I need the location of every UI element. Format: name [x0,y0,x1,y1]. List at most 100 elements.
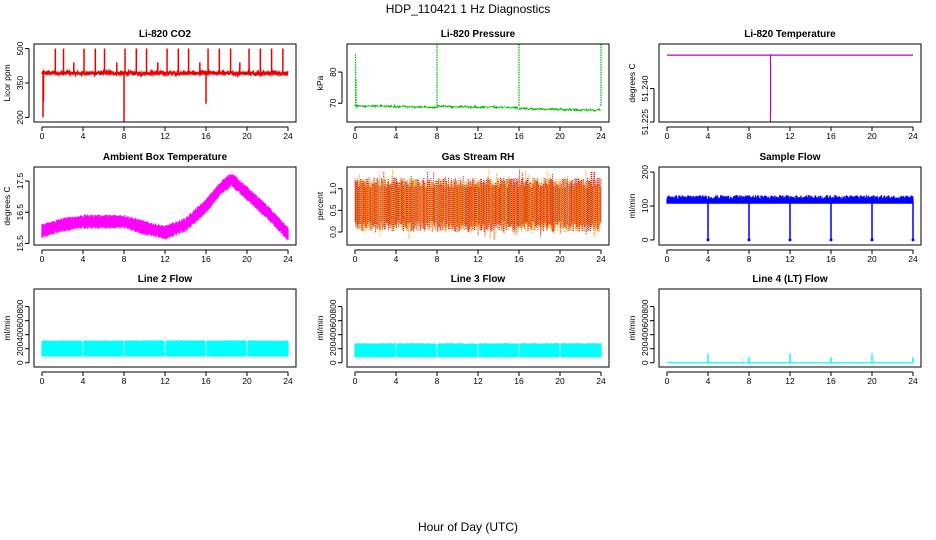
y-tick-label-co2: 350 [15,76,25,90]
x-tick-label-sample: 16 [826,254,836,264]
plot-box-ambient [33,166,297,246]
x-tick-label-sample: 8 [747,254,752,264]
y-tick-label-line3: 600 [328,313,338,327]
x-tick-label-temp: 24 [908,131,918,141]
ylabel-rh: percent [315,191,325,220]
ylabel-line2: ml/min [2,315,12,340]
x-tick-label-temp: 4 [706,131,711,141]
series-rh [354,169,602,241]
ylabel-ambient: degrees C [2,186,12,225]
y-tick-label-line3: 200 [328,341,338,355]
line-co2 [41,68,289,78]
x-tick-label-rh: 0 [353,254,358,264]
x-tick-label-co2: 4 [81,131,86,141]
panel-title-sample: Sample Flow [759,152,820,163]
panel-title-rh: Gas Stream RH [442,152,515,163]
x-tick-label-line3: 12 [473,376,483,386]
plot-box-line4 [658,288,922,368]
x-tick-label-temp: 16 [826,131,836,141]
dip-point-sample-flow-1 [747,238,751,242]
panel-line4: Line 4 (LT) Flow ml/min 0 4 8 12 16 20 24 0 200400… [627,274,922,386]
dip-point-sample-flow-3 [829,238,833,242]
x-tick-label-sample: 4 [706,254,711,264]
y-tick-label-co2: 500 [15,41,25,55]
series-line3 [354,343,602,358]
x-tick-label-co2: 20 [242,131,252,141]
x-tick-label-line2: 16 [201,376,211,386]
x-tick-label-sample: 20 [867,254,877,264]
ylabel-line4: ml/min [627,315,637,340]
x-tick-label-sample: 0 [665,254,670,264]
x-tick-label-co2: 0 [40,131,45,141]
y-tick-label-line3: 800 [328,299,338,313]
dip-point-sample-flow-5 [911,238,915,242]
y-tick-label-ambient: 17.5 [15,172,25,189]
y-tick-label-line2: 400 [15,327,25,341]
x-tick-label-line4: 24 [908,376,918,386]
figure-xlabel: Hour of Day (UTC) [418,520,518,534]
plot-box-rh [346,166,610,246]
panel-title-line4: Line 4 (LT) Flow [752,274,828,285]
x-tick-label-sample: 24 [908,254,918,264]
y-tick-label-rh: 0.0 [328,226,338,238]
figure-title: HDP_110421 1 Hz Diagnostics [386,2,551,16]
series-co2 [41,48,289,122]
x-tick-label-rh: 24 [596,254,606,264]
y-tick-label-line4: 400 [640,327,650,341]
plot-box-co2 [33,43,297,123]
x-tick-label-pressure: 16 [514,131,524,141]
x-tick-label-ambient: 16 [201,254,211,264]
series-pressure [354,44,602,113]
series-sample [666,195,915,242]
x-tick-label-temp: 0 [665,131,670,141]
y-tick-label-line4: 600 [640,313,650,327]
x-tick-label-line3: 20 [555,376,565,386]
x-tick-label-temp: 12 [785,131,795,141]
x-tick-label-line3: 8 [435,376,440,386]
panel-pressure: Li-820 Pressure kPa 0 4 8 12 16 20 24 70 80 [315,29,610,141]
panel-title-ambient: Ambient Box Temperature [103,152,228,163]
panel-rh: Gas Stream RH percent 0 4 8 12 16 20 24 0.0 0.5 1.0 [315,152,610,264]
x-tick-label-line4: 0 [665,376,670,386]
x-tick-label-pressure: 0 [353,131,358,141]
x-tick-label-rh: 4 [394,254,399,264]
y-tick-label-ambient: 16.5 [15,204,25,221]
y-tick-label-temp: 51.225 [640,109,650,135]
plot-box-temp [658,43,922,123]
dip-point-sample-flow-2 [788,238,792,242]
x-tick-label-pressure: 4 [394,131,399,141]
panel-temp: Li-820 Temperature degrees C 0 4 8 12 16 20 24 51… [627,29,922,141]
ylabel-temp: degrees C [627,63,637,102]
x-tick-label-pressure: 12 [473,131,483,141]
dip-point-sample-flow-0 [706,238,710,242]
y-tick-label-line4: 200 [640,341,650,355]
x-tick-label-line3: 24 [596,376,606,386]
x-tick-label-ambient: 24 [283,254,293,264]
x-tick-label-line2: 24 [283,376,293,386]
x-tick-label-pressure: 24 [596,131,606,141]
plot-box-line2 [33,288,297,368]
line-pressure [354,103,602,113]
x-tick-label-ambient: 0 [40,254,45,264]
y-tick-label-sample: 200 [640,165,650,179]
x-tick-label-rh: 20 [555,254,565,264]
y-tick-label-sample: 0 [640,237,650,242]
x-tick-label-co2: 16 [201,131,211,141]
x-tick-label-rh: 12 [473,254,483,264]
x-tick-label-temp: 20 [867,131,877,141]
x-tick-label-co2: 8 [122,131,127,141]
x-tick-label-sample: 12 [785,254,795,264]
plot-box-line3 [346,288,610,368]
y-tick-label-co2: 200 [15,110,25,124]
x-tick-label-line4: 8 [747,376,752,386]
x-tick-label-pressure: 20 [555,131,565,141]
x-tick-label-co2: 12 [160,131,170,141]
y-tick-label-line2: 0 [15,360,25,365]
x-tick-label-line3: 0 [353,376,358,386]
ylabel-pressure: kPa [315,75,325,90]
y-tick-label-temp: 51.240 [640,75,650,101]
x-tick-label-rh: 8 [435,254,440,264]
panel-title-line3: Line 3 Flow [451,274,506,285]
y-tick-label-pressure: 70 [328,98,338,108]
y-tick-label-line3: 0 [328,360,338,365]
